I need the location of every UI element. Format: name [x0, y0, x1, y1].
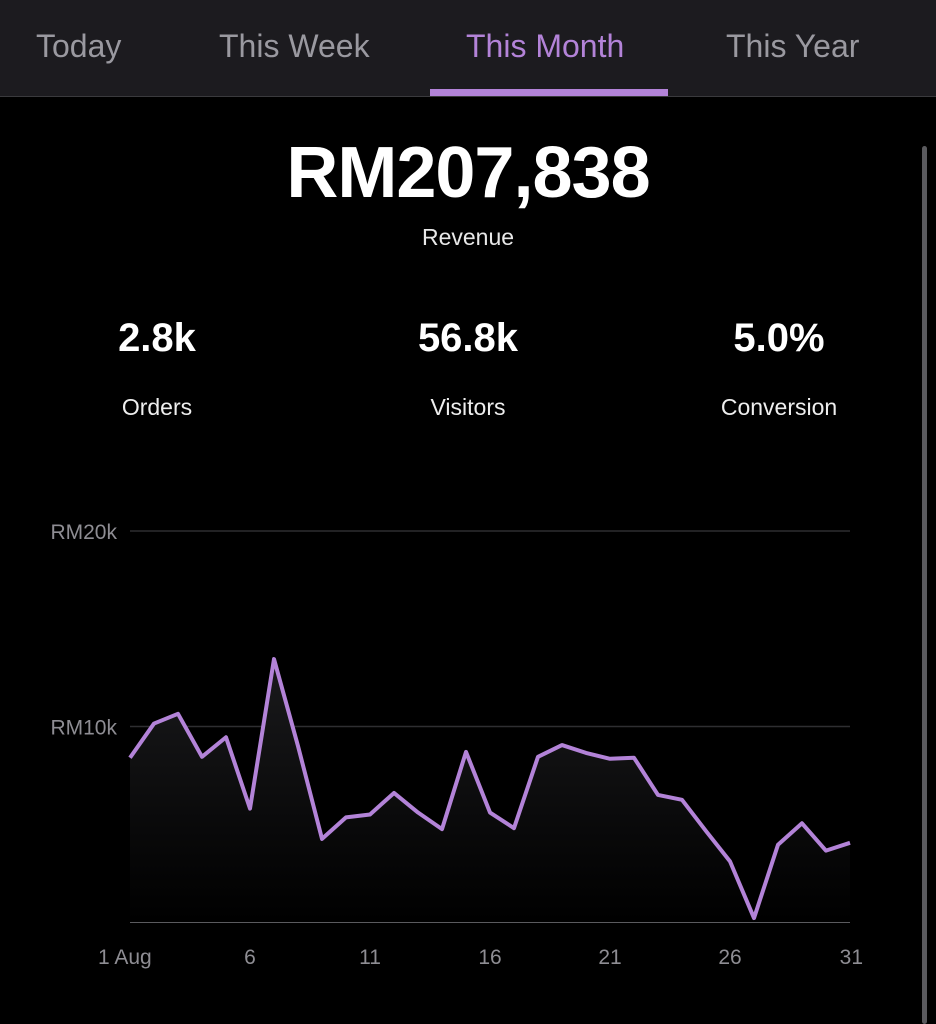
tab-today[interactable]: Today [36, 28, 122, 64]
x-tick-label: 21 [598, 946, 621, 969]
x-tick-label: 6 [244, 946, 256, 969]
x-tick-label: 16 [478, 946, 501, 969]
revenue-value: RM207,838 [286, 133, 650, 213]
active-tab-indicator [430, 89, 668, 96]
stat-label: Conversion [720, 394, 838, 420]
revenue-line [128, 657, 851, 921]
stat-value: 5.0% [733, 316, 825, 360]
x-tick-label: 31 [840, 946, 863, 969]
scrollbar[interactable] [922, 146, 927, 1024]
stat-label: Visitors [430, 394, 506, 420]
tab-this-year[interactable]: This Year [726, 28, 860, 64]
x-tick-label: 1 Aug [98, 946, 152, 969]
x-tick-label: 11 [359, 946, 381, 969]
period-tab-bar: Today This Week This Month This Year [0, 0, 936, 97]
stat-value: 2.8k [118, 316, 196, 360]
tab-this-month[interactable]: This Month [466, 28, 625, 64]
y-tick-label: RM10k [50, 717, 117, 740]
tab-this-week[interactable]: This Week [219, 28, 370, 64]
chart-area-fill [130, 659, 850, 922]
stat-value: 56.8k [417, 316, 519, 360]
y-tick-label: RM20k [50, 521, 117, 544]
revenue-label: Revenue [421, 224, 515, 250]
stat-label: Orders [121, 394, 193, 420]
x-tick-label: 26 [718, 946, 741, 969]
